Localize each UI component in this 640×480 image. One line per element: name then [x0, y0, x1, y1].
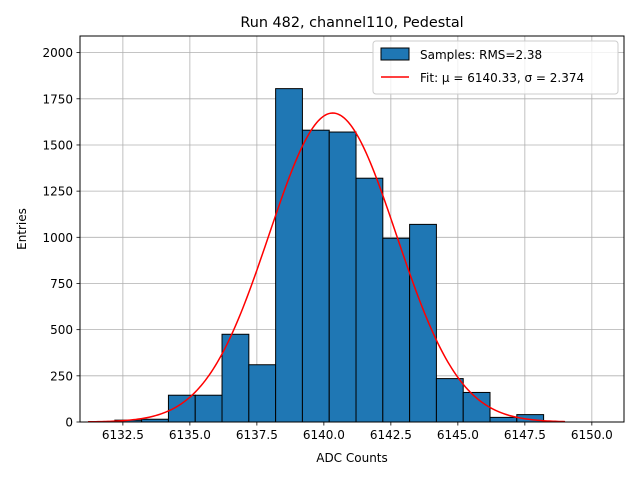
histogram-bar	[221, 333, 250, 423]
x-axis-label: ADC Counts	[316, 451, 388, 465]
legend-label-fit: Fit: μ = 6140.33, σ = 2.374	[420, 71, 584, 85]
x-tick-label: 6145.0	[437, 428, 479, 442]
y-tick-label: 1750	[42, 92, 73, 106]
x-tick-label: 6137.5	[236, 428, 278, 442]
y-tick-label: 250	[50, 369, 73, 383]
histogram-bar	[409, 223, 437, 423]
y-tick-label: 1000	[42, 231, 73, 245]
plot-frame	[79, 35, 625, 423]
legend-label-samples: Samples: RMS=2.38	[420, 48, 542, 62]
histogram-bar	[435, 378, 464, 423]
x-tick-label: 6142.5	[370, 428, 412, 442]
histogram-bar	[248, 364, 277, 423]
histogram-bars	[114, 88, 545, 423]
x-tick-label: 6147.5	[504, 428, 546, 442]
y-axis-label: Entries	[15, 208, 29, 250]
y-tick-label: 1250	[42, 185, 73, 199]
fit-curve	[88, 112, 566, 423]
x-tick-label: 6140.0	[303, 428, 345, 442]
x-axis-ticks: 6132.5 6135.0 6137.5 6140.0 6142.5 6145.0 6147…	[102, 422, 613, 442]
histogram-bar	[301, 129, 330, 423]
y-axis-ticks: 0 250 500 750 1000 1250 1500 1750 2000	[42, 46, 80, 430]
x-tick-label: 6135.0	[169, 428, 211, 442]
y-tick-label: 2000	[42, 46, 73, 60]
x-tick-label: 6132.5	[102, 428, 144, 442]
y-tick-label: 0	[65, 416, 73, 430]
x-tick-label: 6150.0	[571, 428, 613, 442]
histogram-bar	[489, 416, 518, 423]
histogram-bar	[194, 394, 223, 423]
histogram-bar	[328, 131, 357, 423]
y-tick-label: 500	[50, 323, 73, 337]
y-tick-label: 750	[50, 277, 73, 291]
y-tick-label: 1500	[42, 138, 73, 152]
legend-box	[372, 40, 619, 95]
chart-title: Run 482, channel110, Pedestal	[240, 15, 463, 31]
legend: Samples: RMS=2.38 Fit: μ = 6140.33, σ = …	[372, 40, 619, 95]
histogram-bar	[275, 88, 303, 423]
histogram-bar	[355, 177, 384, 423]
legend-swatch-samples	[380, 47, 410, 61]
histogram-bar	[462, 391, 491, 423]
histogram-bar	[382, 237, 411, 423]
